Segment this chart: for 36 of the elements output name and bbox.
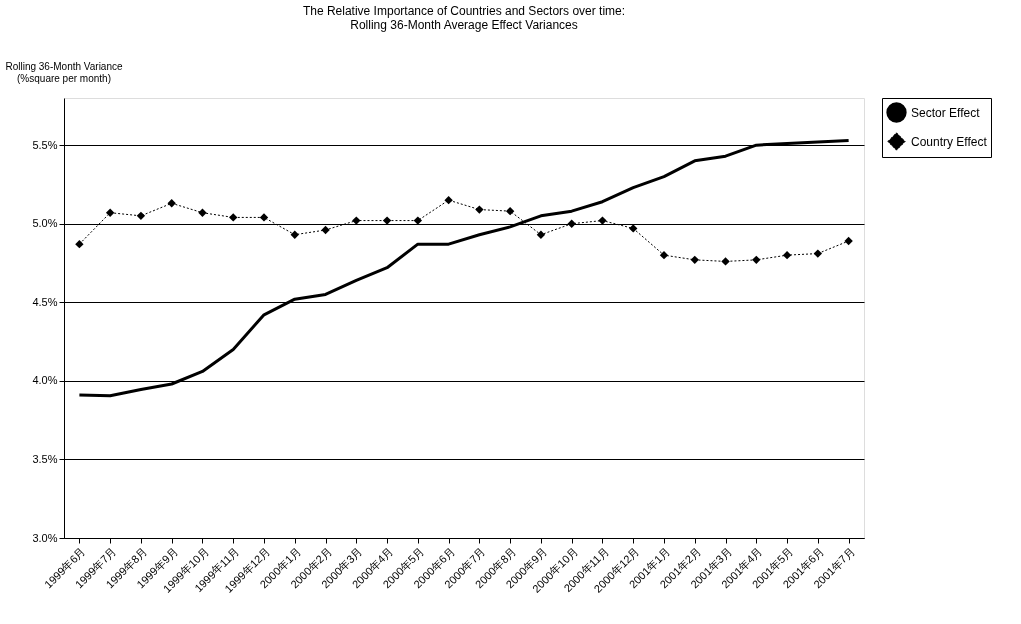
point bbox=[413, 216, 423, 225]
point bbox=[659, 250, 669, 260]
point bbox=[75, 239, 84, 249]
point bbox=[690, 255, 699, 265]
point bbox=[752, 255, 761, 265]
y-tick-label: 4.5% bbox=[32, 295, 58, 308]
point bbox=[105, 208, 115, 217]
chart-title: The Relative Importance of Countries and Sectors over time: Rolling 36-Month Average Effect Variances bbox=[302, 4, 626, 32]
y-tick-label: 4.0% bbox=[32, 374, 58, 387]
point bbox=[505, 206, 515, 216]
point bbox=[475, 205, 484, 214]
point bbox=[198, 208, 207, 217]
y-tick-label: 3.5% bbox=[32, 452, 58, 465]
point bbox=[290, 230, 299, 239]
point bbox=[536, 230, 546, 239]
y-axis-title: Rolling 36-Month Variance (%square per month) bbox=[5, 61, 123, 84]
point bbox=[629, 224, 638, 233]
point bbox=[813, 249, 823, 258]
point bbox=[167, 199, 176, 208]
point bbox=[598, 216, 607, 225]
point bbox=[382, 216, 392, 225]
point bbox=[844, 236, 853, 246]
legend-label: Country Effect bbox=[911, 134, 988, 149]
y-tick-label: 5.5% bbox=[32, 138, 58, 151]
point bbox=[782, 250, 792, 260]
point bbox=[136, 211, 146, 221]
point bbox=[229, 213, 238, 222]
point bbox=[259, 213, 269, 222]
point bbox=[567, 219, 576, 228]
y-tick-label: 3.0% bbox=[32, 531, 58, 544]
point bbox=[444, 195, 453, 205]
y-tick-label: 5.0% bbox=[32, 217, 58, 230]
point bbox=[352, 216, 361, 225]
legend-label: Sector Effect bbox=[911, 105, 981, 120]
point bbox=[721, 257, 730, 266]
point bbox=[321, 225, 330, 235]
